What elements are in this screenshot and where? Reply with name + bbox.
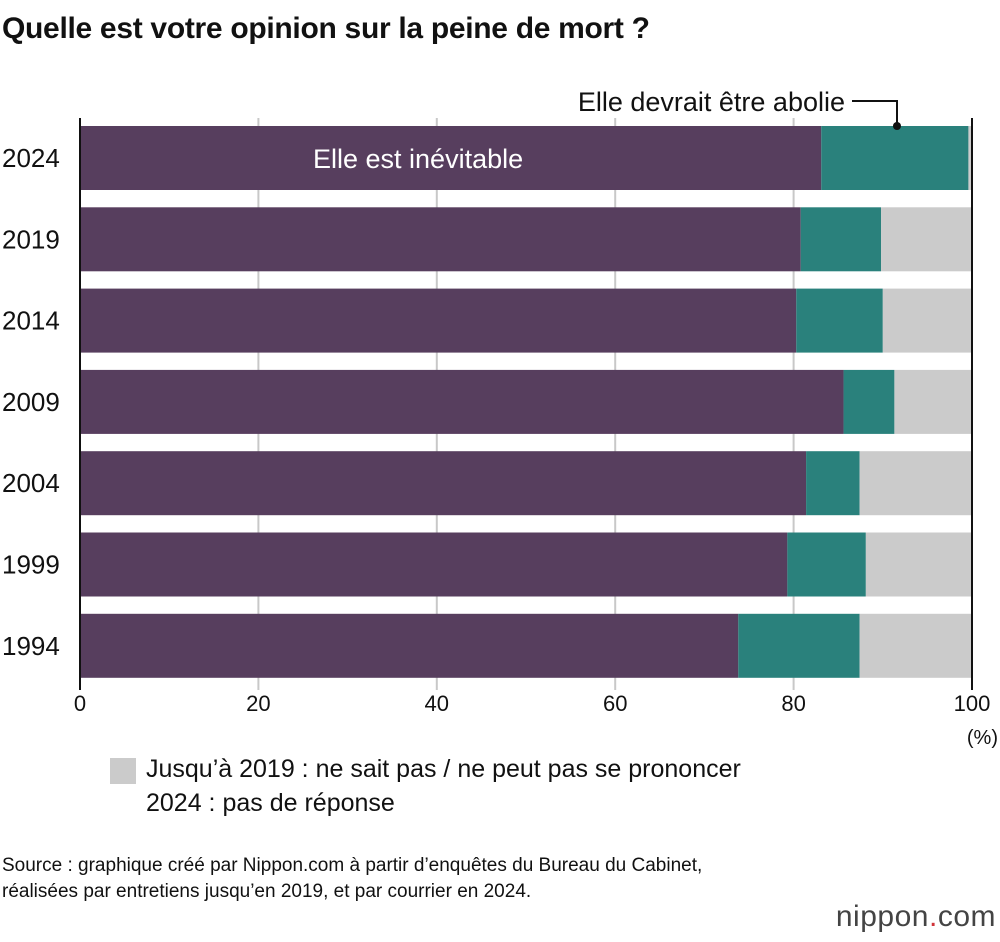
bar-2019-series-1 xyxy=(800,207,882,272)
chart: 0 20 40 60 80 100 (%) 2024 2019 2014 2009 2004 1999 1… xyxy=(2,87,998,749)
callout-dot xyxy=(893,122,901,130)
legend-line-2: 2024 : pas de réponse xyxy=(146,789,395,817)
bar-2004-series-2 xyxy=(859,451,972,516)
legend-swatch-gray xyxy=(110,758,136,784)
chart-title: Quelle est votre opinion sur la peine de… xyxy=(2,12,650,45)
bar-1999-series-2 xyxy=(865,532,972,597)
legend-line-1: Jusqu’à 2019 : ne sait pas / ne peut pas… xyxy=(146,755,741,783)
x-tick-label: 20 xyxy=(246,691,270,716)
y-tick-label: 2019 xyxy=(2,224,60,254)
x-tick-label: 60 xyxy=(603,691,627,716)
bar-1994-series-0 xyxy=(80,613,739,678)
bar-2014-series-1 xyxy=(796,288,883,353)
series-label-inevitable: Elle est inévitable xyxy=(313,144,523,174)
callout-line xyxy=(852,100,898,126)
y-tick-label: 2009 xyxy=(2,387,60,417)
y-tick-label: 1999 xyxy=(2,550,60,580)
y-tick-label: 2024 xyxy=(2,143,60,173)
bar-2009-series-2 xyxy=(894,369,972,434)
x-tick-label: 0 xyxy=(74,691,86,716)
y-tick-label: 2014 xyxy=(2,306,60,336)
series-label-abolie: Elle devrait être abolie xyxy=(578,87,845,117)
y-tick-label: 2004 xyxy=(2,468,60,498)
bar-2004-series-1 xyxy=(806,451,860,516)
x-tick-label: 80 xyxy=(781,691,805,716)
nippon-logo: nippon.com xyxy=(835,900,996,933)
legend: Jusqu’à 2019 : ne sait pas / ne peut pas… xyxy=(110,752,741,820)
y-tick-label: 1994 xyxy=(2,631,60,661)
x-unit-label: (%) xyxy=(967,727,998,749)
bar-2004-series-0 xyxy=(80,451,807,516)
bar-2019-series-2 xyxy=(881,207,972,272)
bar-2009-series-1 xyxy=(843,369,895,434)
bar-1999-series-1 xyxy=(787,532,866,597)
bar-2024-series-1 xyxy=(821,126,969,190)
bar-1994-series-2 xyxy=(859,613,972,678)
bar-2019-series-0 xyxy=(80,207,801,272)
bar-2014-series-0 xyxy=(80,288,797,353)
bar-2024-series-2 xyxy=(968,126,972,190)
x-tick-label: 40 xyxy=(425,691,449,716)
bar-1999-series-0 xyxy=(80,532,788,597)
bar-2014-series-2 xyxy=(882,288,972,353)
bar-2024-series-0 xyxy=(80,126,822,190)
bar-2009-series-0 xyxy=(80,369,844,434)
source-note: Source : graphique créé par Nippon.com à… xyxy=(2,855,703,902)
x-tick-label: 100 xyxy=(954,691,991,716)
bar-1994-series-1 xyxy=(738,613,860,678)
